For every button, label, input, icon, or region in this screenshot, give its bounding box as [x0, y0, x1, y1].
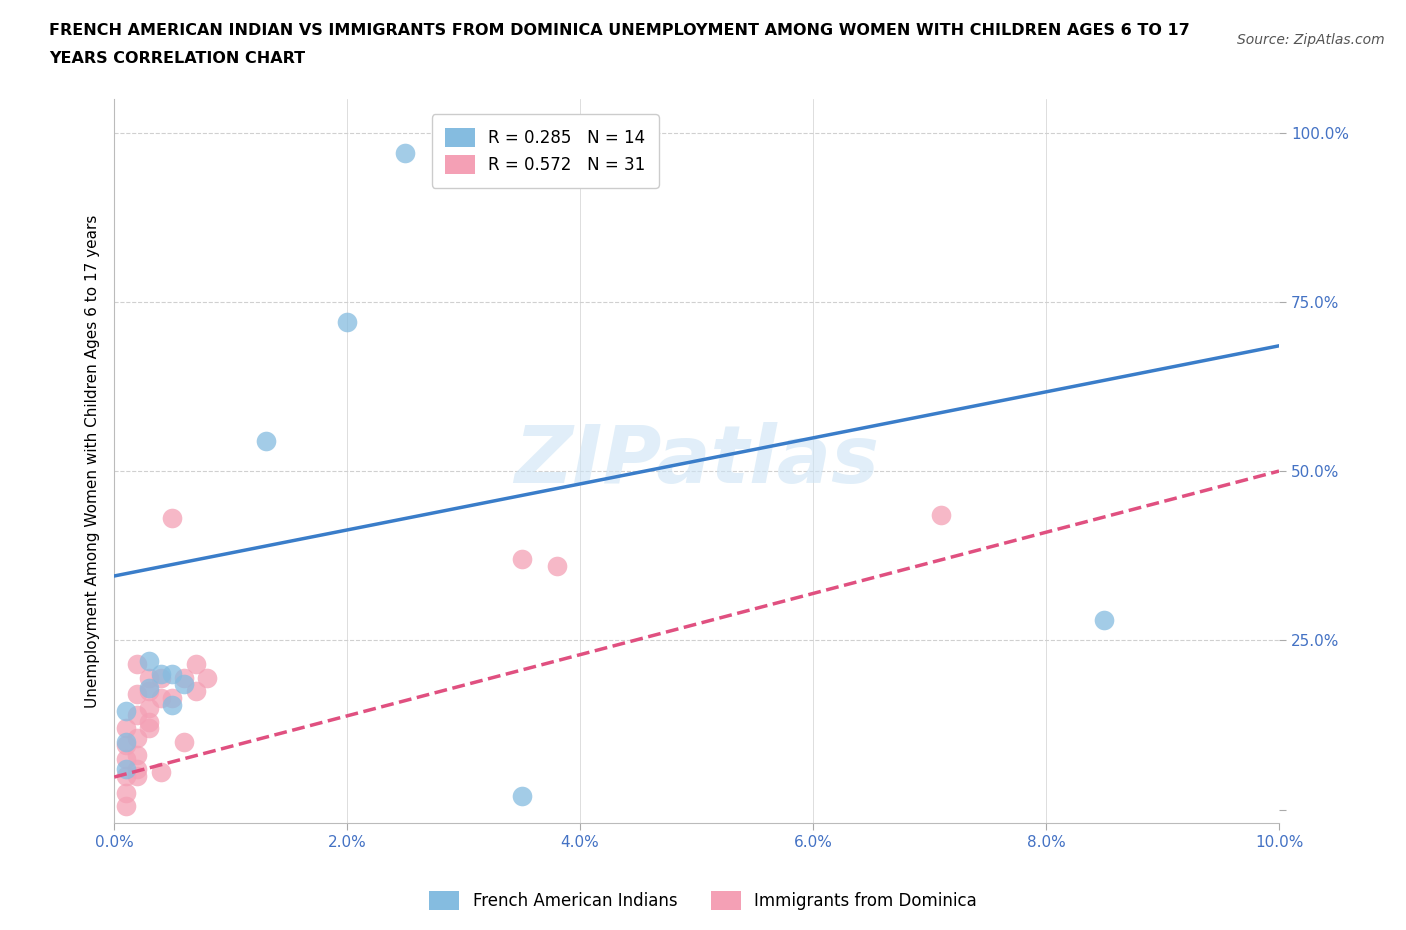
Text: Source: ZipAtlas.com: Source: ZipAtlas.com — [1237, 33, 1385, 46]
Point — [115, 768, 138, 783]
Point — [138, 680, 160, 695]
Point — [1092, 613, 1115, 628]
Point — [162, 667, 184, 682]
Point — [138, 721, 160, 736]
Point — [115, 721, 138, 736]
Point — [115, 799, 138, 814]
Point — [394, 145, 416, 160]
Point — [162, 690, 184, 705]
Point — [184, 684, 207, 698]
Point — [115, 751, 138, 766]
Point — [510, 551, 533, 566]
Point — [149, 671, 172, 685]
Point — [149, 690, 172, 705]
Point — [127, 768, 149, 783]
Point — [195, 671, 218, 685]
Point — [127, 731, 149, 746]
Point — [138, 671, 160, 685]
Point — [138, 700, 160, 715]
Point — [162, 511, 184, 525]
Point — [127, 657, 149, 671]
Point — [138, 684, 160, 698]
Point — [115, 704, 138, 719]
Point — [336, 314, 359, 329]
Point — [546, 558, 568, 573]
Legend: R = 0.285   N = 14, R = 0.572   N = 31: R = 0.285 N = 14, R = 0.572 N = 31 — [432, 114, 659, 188]
Point — [127, 687, 149, 702]
Point — [138, 653, 160, 668]
Point — [127, 748, 149, 763]
Point — [138, 714, 160, 729]
Point — [149, 764, 172, 779]
Point — [149, 667, 172, 682]
Point — [510, 789, 533, 804]
Point — [162, 698, 184, 712]
Point — [173, 671, 195, 685]
Point — [115, 785, 138, 800]
Text: FRENCH AMERICAN INDIAN VS IMMIGRANTS FROM DOMINICA UNEMPLOYMENT AMONG WOMEN WITH: FRENCH AMERICAN INDIAN VS IMMIGRANTS FRO… — [49, 23, 1189, 38]
Point — [127, 762, 149, 777]
Point — [115, 762, 138, 777]
Point — [184, 657, 207, 671]
Point — [115, 737, 138, 752]
Text: YEARS CORRELATION CHART: YEARS CORRELATION CHART — [49, 51, 305, 66]
Point — [127, 708, 149, 723]
Text: ZIPatlas: ZIPatlas — [515, 422, 879, 500]
Point — [929, 508, 952, 523]
Point — [254, 433, 277, 448]
Point — [173, 735, 195, 750]
Legend: French American Indians, Immigrants from Dominica: French American Indians, Immigrants from… — [423, 884, 983, 917]
Y-axis label: Unemployment Among Women with Children Ages 6 to 17 years: Unemployment Among Women with Children A… — [86, 214, 100, 708]
Point — [173, 677, 195, 692]
Point — [115, 735, 138, 750]
